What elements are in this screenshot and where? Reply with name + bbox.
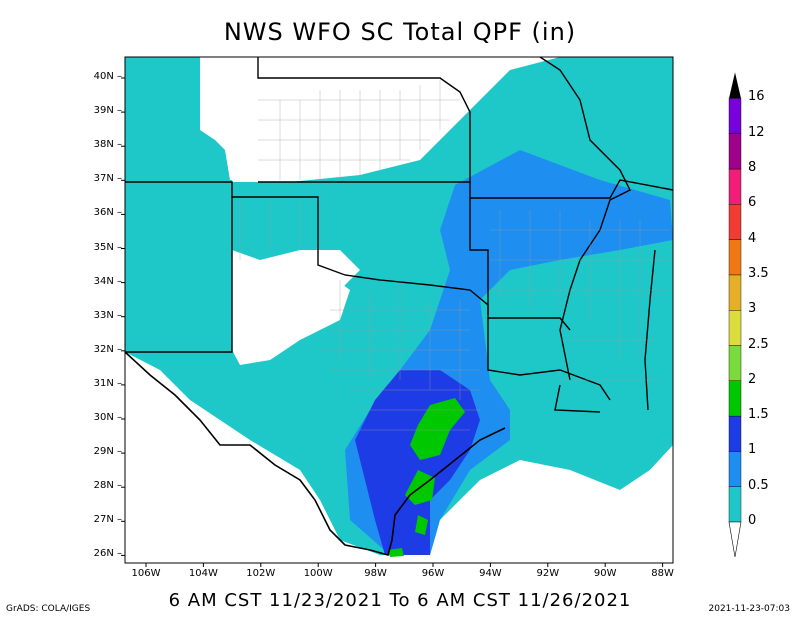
legend-swatch: [728, 415, 742, 452]
legend-swatch: [728, 98, 742, 134]
lon-label: 94W: [479, 568, 502, 579]
texas-coast: [124, 351, 506, 556]
lon-label: 100W: [303, 568, 333, 579]
legend-label: 8: [748, 160, 757, 175]
qpf-none-panhandle: [232, 275, 350, 365]
map-title: NWS WFO SC Total QPF (in): [223, 18, 577, 46]
lat-label: 37N –: [93, 173, 122, 185]
legend-label: 0: [748, 513, 757, 528]
lat-label: 29N –: [93, 446, 122, 458]
map-border: [124, 56, 674, 564]
lat-label: 36N –: [93, 207, 122, 219]
legend-swatch: [728, 274, 742, 311]
county-lines: [239, 80, 670, 431]
lat-label: 40N –: [93, 71, 122, 82]
lon-label: 96W: [421, 568, 445, 579]
valid-period: 6 AM CST 11/23/2021 To 6 AM CST 11/26/20…: [168, 590, 632, 611]
state-boundaries: [125, 56, 674, 413]
lat-label: 39N –: [93, 105, 122, 117]
lon-label: 98W: [364, 568, 387, 579]
legend-label: 3.5: [748, 265, 769, 281]
legend-label: 2.5: [748, 336, 769, 352]
lat-label: 38N –: [93, 139, 122, 151]
qpf-area-15-2: [388, 398, 465, 557]
legend-swatch: [728, 239, 742, 276]
legend-swatch: [728, 345, 742, 381]
legend-label: 12: [748, 124, 765, 140]
lat-label: 33N –: [93, 309, 122, 321]
legend-swatch: [728, 168, 742, 205]
longitude-ticks: [145, 563, 664, 567]
lat-label: 27N –: [93, 514, 122, 526]
legend-swatch: [728, 310, 742, 346]
lon-label: 92W: [536, 568, 560, 579]
legend-arrow-top: [729, 72, 741, 99]
lat-label: 34N –: [93, 275, 122, 287]
legend-swatch: [728, 451, 742, 487]
lon-label: 106W: [131, 568, 161, 579]
legend-label: 0.5: [748, 477, 769, 493]
legend-swatch: [728, 486, 742, 523]
legend-swatch: [728, 380, 742, 417]
lat-label: 32N –: [93, 343, 122, 355]
lat-label: 35N –: [93, 241, 122, 253]
issue-timestamp: 2021-11-23-07:03: [708, 604, 791, 614]
latitude-ticks: [121, 77, 125, 556]
legend-label: 4: [748, 230, 757, 246]
legend-swatch: [728, 204, 742, 240]
lon-label: 104W: [188, 568, 218, 579]
legend-label: 16: [748, 89, 765, 105]
legend-arrow-bottom: [728, 521, 742, 558]
gulf-water: [430, 445, 673, 563]
legend-label: 2: [748, 371, 757, 387]
legend-label: 1.5: [748, 407, 769, 423]
legend-colorbar: [728, 72, 742, 558]
lon-label: 88W: [651, 568, 674, 579]
grads-credit: GrADS: COLA/IGES: [6, 604, 91, 614]
legend-label: 1: [748, 442, 757, 458]
legend-swatch: [728, 133, 742, 170]
legend-label: 6: [748, 195, 757, 211]
lon-label: 90W: [593, 568, 617, 579]
lat-label: 31N –: [93, 377, 122, 389]
lat-label: 26N –: [93, 548, 122, 560]
lat-label: 30N –: [93, 412, 122, 423]
legend-label: 3: [748, 301, 757, 317]
lon-label: 102W: [246, 568, 276, 579]
lat-label: 28N –: [93, 480, 122, 492]
